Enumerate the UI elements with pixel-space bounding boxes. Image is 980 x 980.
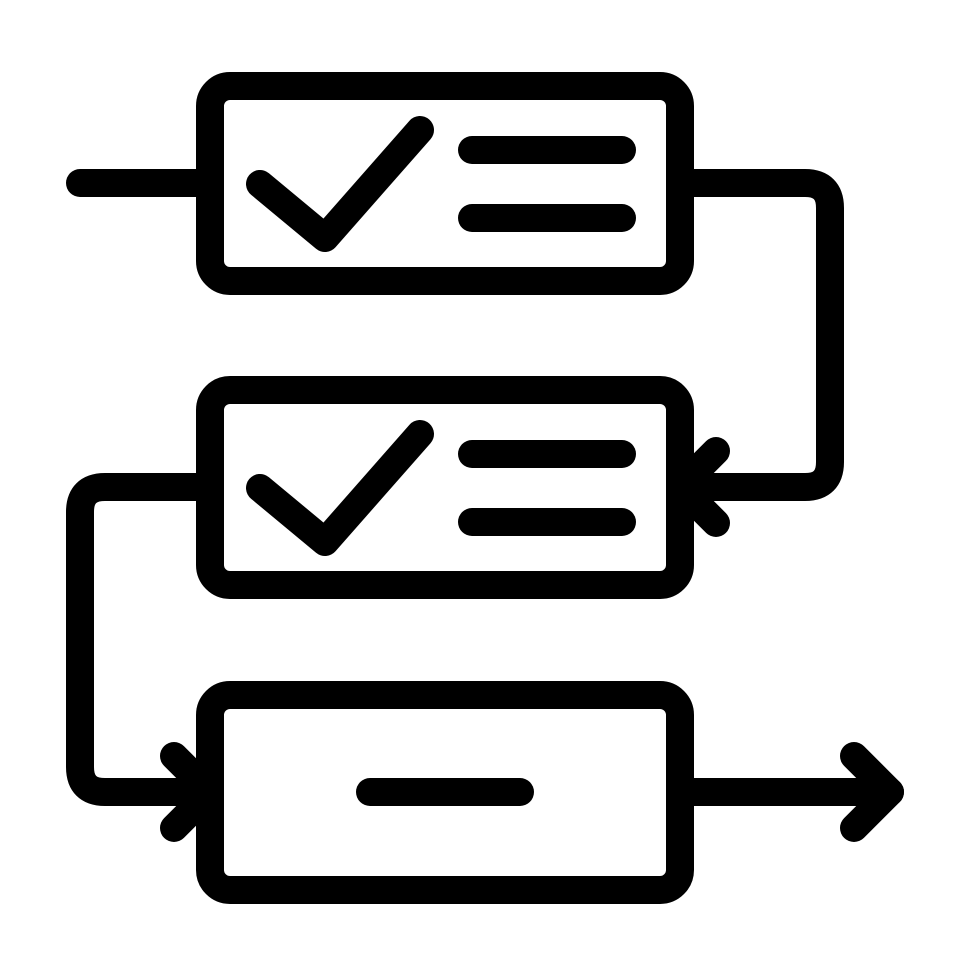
node-step1: [210, 86, 680, 281]
process-flow-diagram: [0, 0, 980, 980]
node-step2: [210, 390, 680, 585]
node-step3: [210, 695, 680, 890]
